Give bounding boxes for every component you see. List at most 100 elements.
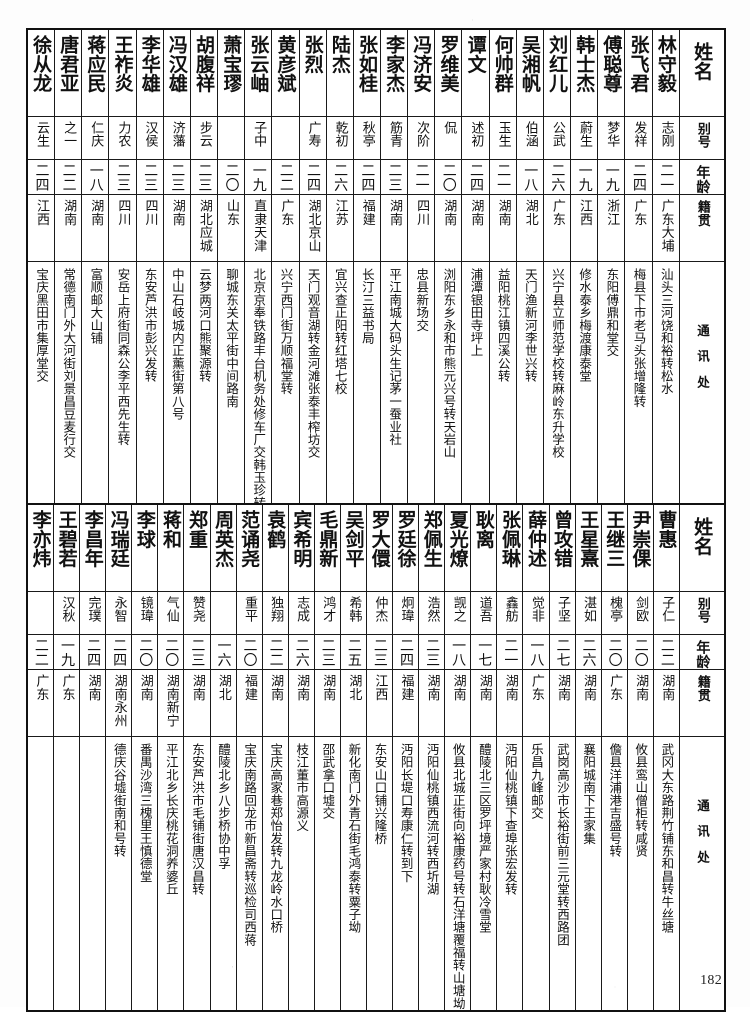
- cell-inner: 二三: [419, 635, 444, 669]
- entry-age: 一九: [576, 163, 593, 193]
- cell-inner: 二六: [576, 635, 601, 669]
- cell-alias: 仁庆: [81, 116, 110, 160]
- entry-alias: 仁庆: [88, 121, 104, 148]
- roster-row-address: 宝庆黑田市集厚堂交 常德南门外大河街刘景昌豆麦行交 富顺邮大山铺 安岳上府街同森公李平…: [26, 261, 726, 511]
- cell-inner: 益阳桃江镇四溪公转: [490, 262, 516, 509]
- cell-inner: 二四: [28, 160, 54, 194]
- cell-name: 郑重: [183, 503, 211, 592]
- entry-address: 宜兴查正阳转红塔七校: [332, 268, 348, 396]
- cell-address: 乐昌九峰邮交: [522, 736, 550, 1012]
- cell-inner: 中山石岐城内正薰街第八号: [164, 262, 190, 509]
- cell-alias: 炯瑋: [392, 591, 420, 635]
- cell-inner: 鸿才: [315, 592, 340, 634]
- cell-inner: 子中: [245, 117, 271, 159]
- cell-inner: [54, 737, 79, 1009]
- cell-alias: 志刚: [651, 116, 681, 160]
- cell-age: 二五: [339, 633, 367, 671]
- entry-age: 一八: [450, 638, 467, 668]
- cell-inner: 王继三: [602, 505, 627, 591]
- cell-inner: 一七: [471, 635, 496, 669]
- cell-inner: 二一: [490, 160, 516, 194]
- cell-inner: 攸县北城正街向裕康药号转石洋塘覆福转山塘坳: [445, 737, 470, 1009]
- cell-birthplace: 山东: [217, 194, 246, 263]
- cell-inner: 浩然: [419, 592, 444, 634]
- cell-birthplace: 浙江: [597, 194, 626, 263]
- cell-inner: 宝庆南路回龙市新昌斋转巡检司西蒋: [237, 737, 262, 1009]
- entry-age: 二〇: [632, 638, 649, 668]
- entry-birthplace: 湖南: [450, 674, 466, 702]
- cell-alias: 伯涵: [515, 116, 544, 160]
- cell-alias: 槐亭: [600, 591, 628, 635]
- cell-age: 二三: [162, 158, 191, 196]
- entry-name: 冯汉雄: [165, 35, 188, 93]
- cell-inner: 二四: [354, 160, 380, 194]
- cell-inner: 二七: [550, 635, 575, 669]
- cell-address: 聊城东关太平街中间路南: [217, 261, 246, 511]
- entry-address: 汕头三河饶和裕转松水: [658, 268, 674, 396]
- cell-birthplace: 湖南: [54, 194, 83, 263]
- cell-alias: 述初: [461, 116, 490, 160]
- cell-age: 二二: [271, 158, 300, 196]
- cell-alias: 觊之: [444, 591, 472, 635]
- cell-inner: 武岗高沙市长裕街前三元堂转西路团: [550, 737, 575, 1009]
- entry-alias: 鑫舫: [502, 596, 518, 623]
- entry-age: 二三: [142, 163, 159, 193]
- cell-alias: 气仙: [157, 591, 185, 635]
- entry-address: 新化南门外青石街毛鸿泰转粟子坳: [346, 743, 362, 934]
- entry-name: 宾希明: [290, 510, 313, 568]
- entry-age: 二三: [319, 638, 336, 668]
- cell-inner: 李球: [132, 505, 157, 591]
- cell-inner: 通讯处: [680, 262, 724, 509]
- cell-age: 二二: [26, 633, 55, 671]
- cell-inner: 湖北: [517, 195, 543, 261]
- cell-name: 何帅群: [488, 28, 517, 117]
- entry-alias: 侃: [441, 121, 457, 135]
- cell-age: 二三: [183, 633, 211, 671]
- entry-birthplace: 湖南: [441, 199, 457, 227]
- entry-birthplace: 湖南: [189, 674, 205, 702]
- cell-inner: 宝庆黑田市集厚堂交: [28, 262, 54, 509]
- cell-inner: 修水泰乡梅渡康泰堂: [571, 262, 597, 509]
- cell-inner: 何帅群: [490, 30, 516, 116]
- cell-age: 二四: [105, 633, 133, 671]
- cell-age: 二三: [379, 158, 409, 196]
- cell-birthplace: 湖南永州: [105, 669, 133, 738]
- cell-inner: 天门观音湖转金河滩张泰丰榨坊交: [300, 262, 326, 509]
- cell-inner: 蒋和: [158, 505, 183, 591]
- cell-inner: 二四: [300, 160, 326, 194]
- entry-birthplace: 湖南: [502, 674, 518, 702]
- cell-birthplace: 福建: [235, 669, 263, 738]
- cell-inner: 广东大埔: [653, 195, 679, 261]
- cell-age: 一九: [53, 633, 81, 671]
- cell-birthplace: 江西: [365, 669, 394, 738]
- cell-birthplace: 广东: [522, 669, 550, 738]
- entry-name: 李球: [133, 510, 156, 549]
- entry-name: 吴湘帆: [518, 35, 541, 93]
- cell-birthplace: 湖南: [574, 669, 602, 738]
- cell-inner: 二三: [191, 160, 217, 194]
- cell-name: 袁鹤: [261, 503, 289, 592]
- entry-alias: 炯瑋: [398, 596, 414, 623]
- cell-inner: 一八: [517, 160, 543, 194]
- entry-name: 周英杰: [212, 510, 235, 568]
- cell-inner: 湖北: [211, 670, 236, 736]
- entry-address: 平江南城大码头生记茅一蚕业社: [387, 268, 403, 447]
- entry-address: 沔阳仙桃镇下查埠张宏发转: [502, 743, 518, 896]
- cell-name: 陆杰: [325, 28, 354, 117]
- cell-inner: 武冈大东路荆竹铺东和昌转牛丝塘: [654, 737, 679, 1009]
- cell-name: 王祚炎: [108, 28, 137, 117]
- cell-inner: 林守毅: [653, 30, 679, 116]
- cell-inner: 湖南: [184, 670, 209, 736]
- roster-row-alias: 云生 之一 仁庆 力农 汉侯 济藩 步云 子中 广寿 乾初 秋亭 筋青 次阶侃述初 玉生 伯涵 公武 蔚生 梦华发…: [26, 116, 726, 160]
- cell-inner: 二三: [315, 635, 340, 669]
- entry-name: 张云岫: [247, 35, 270, 93]
- cell-inner: 姓名: [680, 505, 724, 591]
- entry-age: 二三: [169, 163, 186, 193]
- cell-birthplace: 湖南: [379, 194, 409, 263]
- cell-age: 二一: [651, 158, 681, 196]
- entry-alias: 云生: [33, 121, 49, 148]
- cell-inner: 别号: [680, 592, 724, 634]
- cell-alias: 汉秋: [53, 591, 81, 635]
- cell-inner: 二〇: [158, 635, 183, 669]
- entry-alias: 气仙: [163, 596, 179, 623]
